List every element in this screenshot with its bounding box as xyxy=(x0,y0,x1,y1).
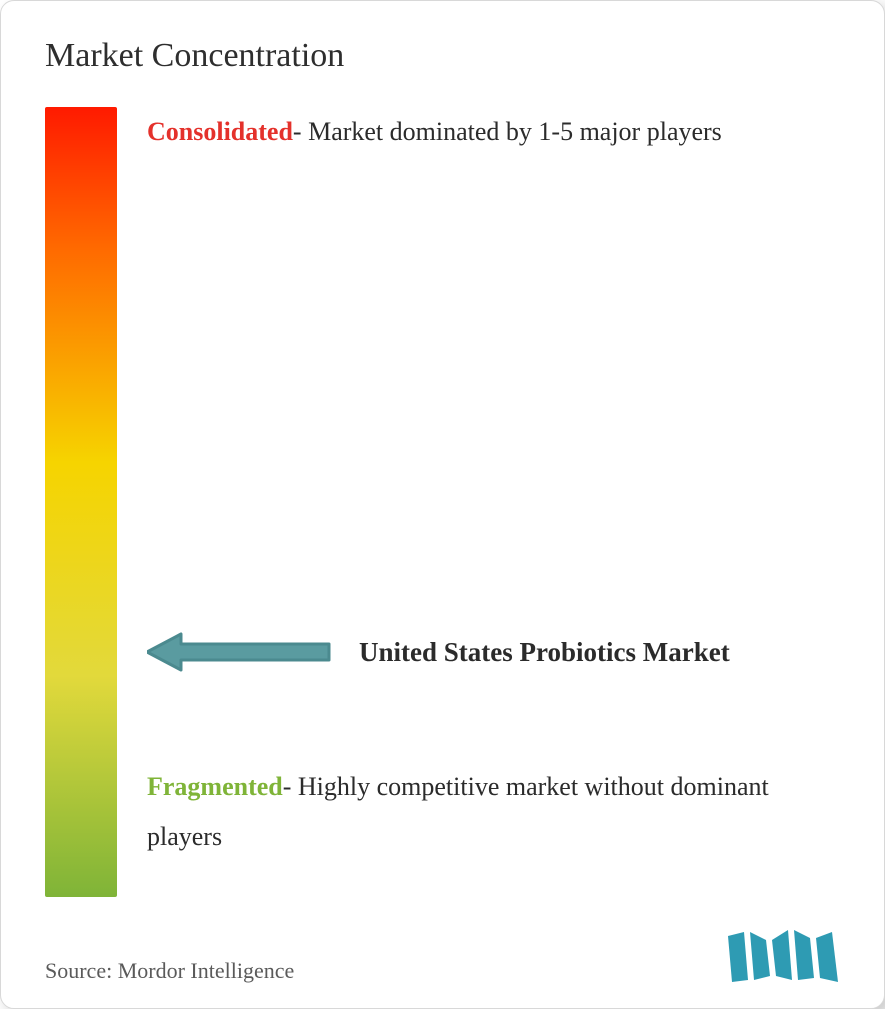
arrow-left-icon xyxy=(147,632,331,672)
footer-row: Source: Mordor Intelligence xyxy=(45,926,844,984)
gradient-column xyxy=(45,107,117,897)
consolidated-desc: - Market dominated by 1-5 major players xyxy=(293,117,722,146)
market-name-label: United States Probiotics Market xyxy=(359,637,730,668)
market-pointer-row: United States Probiotics Market xyxy=(147,632,730,672)
source-label: Source: Mordor Intelligence xyxy=(45,958,294,984)
consolidated-label: Consolidated- Market dominated by 1-5 ma… xyxy=(147,107,834,156)
mordor-logo xyxy=(724,926,844,984)
content-row: Consolidated- Market dominated by 1-5 ma… xyxy=(45,107,844,897)
market-concentration-card: Market Concentration Consolidated- Marke… xyxy=(0,0,885,1009)
fragmented-label: Fragmented- Highly competitive market wi… xyxy=(147,762,834,861)
consolidated-key: Consolidated xyxy=(147,117,293,146)
card-title: Market Concentration xyxy=(45,37,844,75)
fragmented-key: Fragmented xyxy=(147,772,283,801)
concentration-gradient-bar xyxy=(45,107,117,897)
labels-column: Consolidated- Market dominated by 1-5 ma… xyxy=(147,107,844,897)
